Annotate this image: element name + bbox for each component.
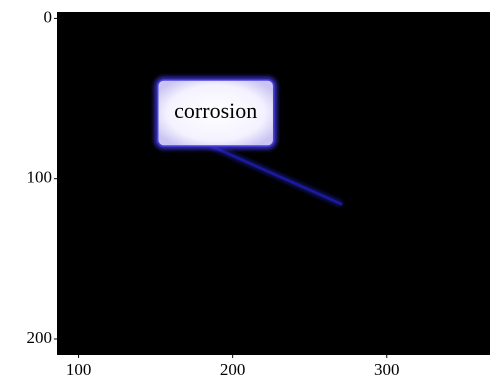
x-tick-label: 200 [220,360,246,379]
chart: 100 200 300 0 100 200 corrosion [0,0,490,383]
y-tick-label: 0 [44,7,53,26]
page: 1002003000100200corrosion (() => { const… [0,0,490,383]
x-tick-label: 300 [374,360,400,379]
y-tick-label: 200 [27,328,53,347]
y-tick-label: 100 [27,168,53,187]
x-tick-label: 100 [66,360,92,379]
image-area [57,12,490,355]
annotation-text: corrosion [174,98,257,123]
